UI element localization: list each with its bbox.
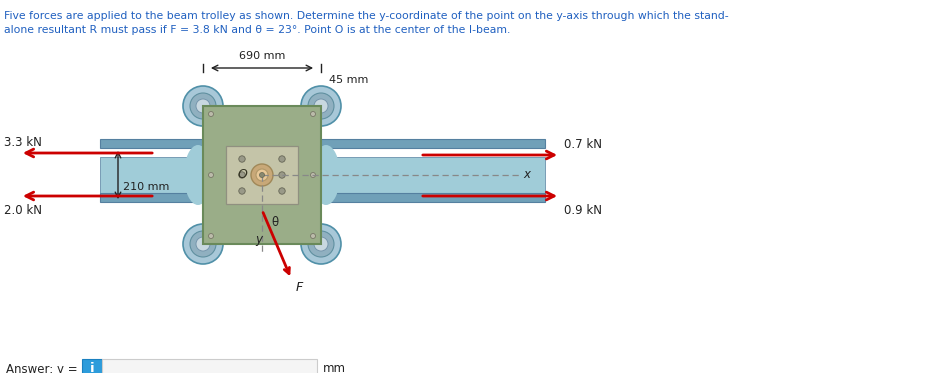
Bar	[226, 146, 298, 204]
Circle shape	[314, 237, 328, 251]
Bar	[100, 193, 545, 202]
Circle shape	[279, 188, 285, 194]
Text: y: y	[255, 233, 262, 247]
Circle shape	[310, 172, 315, 178]
Circle shape	[183, 224, 223, 264]
Circle shape	[314, 99, 328, 113]
Text: mm: mm	[323, 363, 346, 373]
Circle shape	[196, 237, 210, 251]
Text: Answer: y =: Answer: y =	[6, 363, 82, 373]
Circle shape	[196, 99, 210, 113]
Text: 3.3 kN: 3.3 kN	[4, 137, 42, 150]
Circle shape	[301, 86, 341, 126]
Circle shape	[208, 172, 214, 178]
Text: 210 mm: 210 mm	[123, 182, 170, 192]
Text: 0.7 kN: 0.7 kN	[564, 138, 602, 151]
Circle shape	[310, 233, 315, 238]
Circle shape	[310, 112, 315, 116]
Circle shape	[260, 172, 265, 178]
Text: alone resultant R must pass if F = 3.8 kN and θ = 23°. Point O is at the center : alone resultant R must pass if F = 3.8 k…	[4, 25, 510, 35]
Circle shape	[239, 188, 245, 194]
Text: 45 mm: 45 mm	[329, 75, 369, 85]
Text: F: F	[295, 281, 303, 294]
Circle shape	[190, 231, 216, 257]
Circle shape	[208, 233, 214, 238]
Bar	[82, 359, 102, 373]
Text: 0.9 kN: 0.9 kN	[564, 204, 602, 217]
Circle shape	[239, 172, 245, 178]
Text: 690 mm: 690 mm	[239, 51, 285, 61]
Circle shape	[251, 164, 273, 186]
Text: 2.0 kN: 2.0 kN	[4, 204, 42, 216]
Text: i: i	[90, 363, 95, 373]
Bar	[100, 139, 545, 148]
Bar	[203, 106, 321, 244]
Text: x: x	[523, 169, 530, 182]
Circle shape	[183, 86, 223, 126]
Text: O: O	[237, 169, 247, 182]
Circle shape	[239, 156, 245, 162]
Circle shape	[279, 172, 285, 178]
Circle shape	[208, 112, 214, 116]
Text: θ: θ	[271, 216, 279, 229]
Bar	[102, 359, 317, 373]
Text: Five forces are applied to the beam trolley as shown. Determine the y-coordinate: Five forces are applied to the beam trol…	[4, 11, 729, 21]
Circle shape	[308, 231, 334, 257]
Circle shape	[308, 93, 334, 119]
Circle shape	[279, 156, 285, 162]
Circle shape	[190, 93, 216, 119]
Ellipse shape	[184, 145, 212, 205]
Ellipse shape	[312, 145, 340, 205]
Bar	[100, 157, 545, 193]
Circle shape	[301, 224, 341, 264]
Circle shape	[256, 169, 268, 181]
